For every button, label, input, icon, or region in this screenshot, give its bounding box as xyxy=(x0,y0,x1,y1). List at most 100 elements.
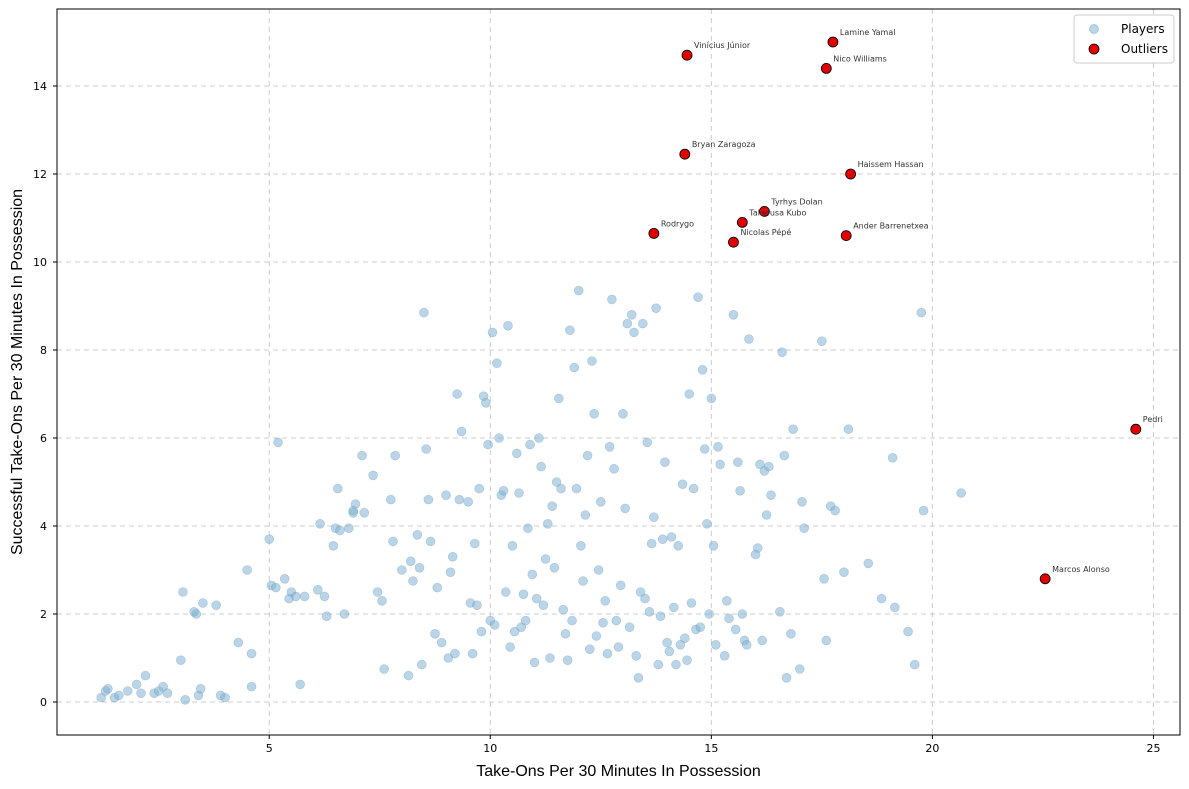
player-point xyxy=(576,540,586,551)
player-point xyxy=(876,593,887,604)
player-point xyxy=(178,587,188,597)
player-point xyxy=(695,622,706,633)
player-point xyxy=(655,611,666,622)
player-point xyxy=(538,600,549,611)
player-point xyxy=(397,565,407,575)
player-point xyxy=(321,611,332,622)
player-point xyxy=(781,672,792,683)
player-point xyxy=(704,609,714,619)
player-point xyxy=(432,582,443,593)
player-point xyxy=(523,523,533,534)
player-point xyxy=(715,459,725,470)
player-point xyxy=(710,639,721,650)
player-point xyxy=(542,518,553,529)
player-point xyxy=(467,648,478,659)
grid xyxy=(57,9,1180,735)
player-point xyxy=(677,479,688,490)
player-point xyxy=(136,688,146,699)
player-point xyxy=(649,512,659,523)
player-point xyxy=(797,496,807,507)
outlier-point xyxy=(681,49,693,61)
player-point xyxy=(821,635,832,646)
player-point xyxy=(688,483,699,494)
outlier-point xyxy=(1039,573,1051,585)
outlier-label: Rodrygo xyxy=(661,219,694,228)
player-point xyxy=(547,501,557,512)
player-point xyxy=(596,496,606,507)
x-tick-label: 20 xyxy=(925,742,939,755)
players-series xyxy=(96,285,966,705)
player-point xyxy=(441,490,451,501)
player-point xyxy=(642,437,653,448)
player-point xyxy=(699,444,710,454)
outlier-label: Nico Williams xyxy=(833,54,887,63)
player-point xyxy=(702,518,712,529)
player-point xyxy=(817,336,827,347)
player-point xyxy=(425,536,436,547)
player-point xyxy=(620,503,630,514)
player-point xyxy=(131,679,142,690)
player-point xyxy=(315,518,325,529)
y-tick-label: 12 xyxy=(33,168,47,181)
player-point xyxy=(518,589,529,600)
player-point xyxy=(706,393,717,404)
player-point xyxy=(313,584,323,595)
player-point xyxy=(567,615,577,626)
player-point xyxy=(556,483,566,494)
player-point xyxy=(613,642,624,652)
player-point xyxy=(494,433,504,443)
player-point xyxy=(786,628,796,639)
y-tick-label: 4 xyxy=(40,520,47,533)
player-point xyxy=(540,554,551,564)
player-point xyxy=(653,659,664,670)
player-point xyxy=(430,628,440,639)
player-point xyxy=(332,483,343,494)
player-point xyxy=(335,525,345,536)
player-point xyxy=(779,450,790,461)
player-point xyxy=(507,540,518,551)
player-point xyxy=(680,633,690,644)
player-point xyxy=(571,483,582,494)
y-tick-label: 6 xyxy=(40,432,47,445)
legend-label-players: Players xyxy=(1121,22,1165,36)
player-point xyxy=(246,681,257,692)
player-point xyxy=(140,670,151,681)
player-point xyxy=(175,655,186,666)
plot-frame xyxy=(56,8,1181,736)
player-point xyxy=(492,358,502,369)
y-tick-label: 8 xyxy=(40,344,47,357)
player-point xyxy=(483,439,493,450)
player-point xyxy=(615,580,626,591)
player-point xyxy=(764,461,774,472)
player-point xyxy=(481,397,491,408)
player-point xyxy=(162,688,173,699)
player-point xyxy=(918,505,929,516)
player-point xyxy=(730,624,741,635)
player-point xyxy=(500,587,511,597)
outlier-label: Tyrhys Dolan xyxy=(770,197,822,206)
player-point xyxy=(503,320,513,331)
legend-marker-players xyxy=(1089,24,1099,34)
player-point xyxy=(443,653,454,663)
player-point xyxy=(551,477,562,487)
player-point xyxy=(752,543,763,553)
player-point xyxy=(379,664,389,674)
player-point xyxy=(472,600,482,611)
x-axis-label: Take-Ons Per 30 Minutes In Possession xyxy=(476,763,761,780)
player-point xyxy=(122,686,133,696)
player-point xyxy=(775,606,785,617)
outlier-point xyxy=(759,205,770,217)
player-point xyxy=(242,565,252,575)
player-point xyxy=(290,591,301,602)
outlier-point xyxy=(648,227,660,239)
legend: Players Outliers xyxy=(1073,14,1175,64)
player-point xyxy=(545,653,555,663)
player-point xyxy=(794,664,805,674)
player-point xyxy=(233,637,244,648)
outlier-point xyxy=(1130,423,1142,435)
player-point xyxy=(664,646,675,657)
player-point xyxy=(560,628,571,639)
player-point xyxy=(682,655,692,666)
player-point xyxy=(668,602,679,613)
player-point xyxy=(631,650,641,661)
